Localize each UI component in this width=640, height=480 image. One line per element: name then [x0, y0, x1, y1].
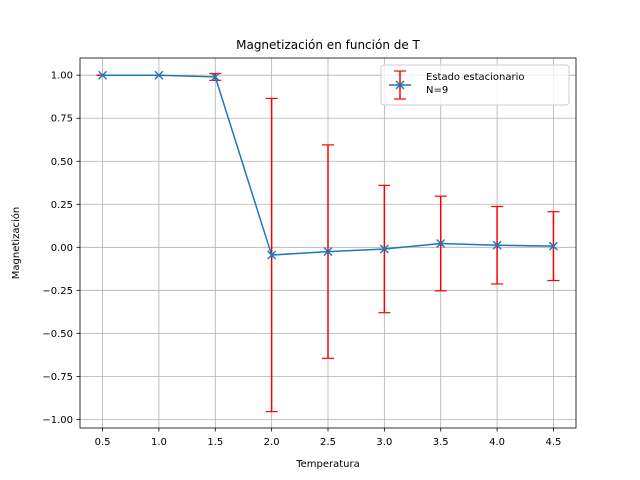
y-tick-label: 0.00	[51, 243, 73, 254]
y-tick-label: −0.50	[42, 329, 73, 340]
y-tick-label: 0.25	[51, 200, 73, 211]
data-point-marker	[98, 70, 108, 80]
y-tick-label: 1.00	[51, 71, 73, 82]
data-point-marker	[548, 241, 558, 251]
y-tick-label: 0.50	[51, 157, 73, 168]
y-tick-label: −1.00	[42, 415, 73, 426]
data-point-marker	[154, 70, 164, 80]
legend: Estado estacionario N=9	[380, 64, 570, 106]
x-tick-label: 3.5	[433, 437, 449, 448]
x-tick-label: 3.0	[376, 437, 392, 448]
chart-title: Magnetización en función de T	[236, 38, 420, 52]
legend-marker	[395, 80, 405, 90]
x-tick-label: 1.0	[151, 437, 167, 448]
x-axis-ticks: 0.5 1.0 1.5 2.0 2.5 3.0 3.5 4.0 4.5	[95, 428, 562, 448]
data-point-marker	[492, 240, 502, 250]
y-tick-label: −0.25	[42, 286, 73, 297]
y-tick-label: 0.75	[51, 114, 73, 125]
data-point-marker	[436, 239, 446, 249]
data-point-marker	[379, 244, 389, 254]
x-tick-label: 2.0	[264, 437, 280, 448]
x-tick-label: 0.5	[95, 437, 111, 448]
x-tick-label: 2.5	[320, 437, 336, 448]
y-axis-label: Magnetización	[10, 207, 22, 279]
y-axis-ticks: −1.00 −0.75 −0.50 −0.25 0.00 0.25 0.50 0.75 1.00	[42, 71, 80, 426]
y-tick-label: −0.75	[42, 372, 73, 383]
series	[98, 70, 558, 260]
data-point-marker	[210, 72, 220, 82]
x-axis-label: Temperatura	[295, 459, 360, 470]
x-tick-label: 1.5	[207, 437, 223, 448]
data-point-marker	[267, 250, 277, 260]
legend-label: Estado estacionario N=9	[426, 72, 525, 96]
plot-frame	[79, 57, 577, 429]
x-tick-label: 4.0	[489, 437, 505, 448]
x-tick-label: 4.5	[546, 437, 562, 448]
data-point-marker	[323, 247, 333, 257]
legend-box	[380, 64, 570, 106]
